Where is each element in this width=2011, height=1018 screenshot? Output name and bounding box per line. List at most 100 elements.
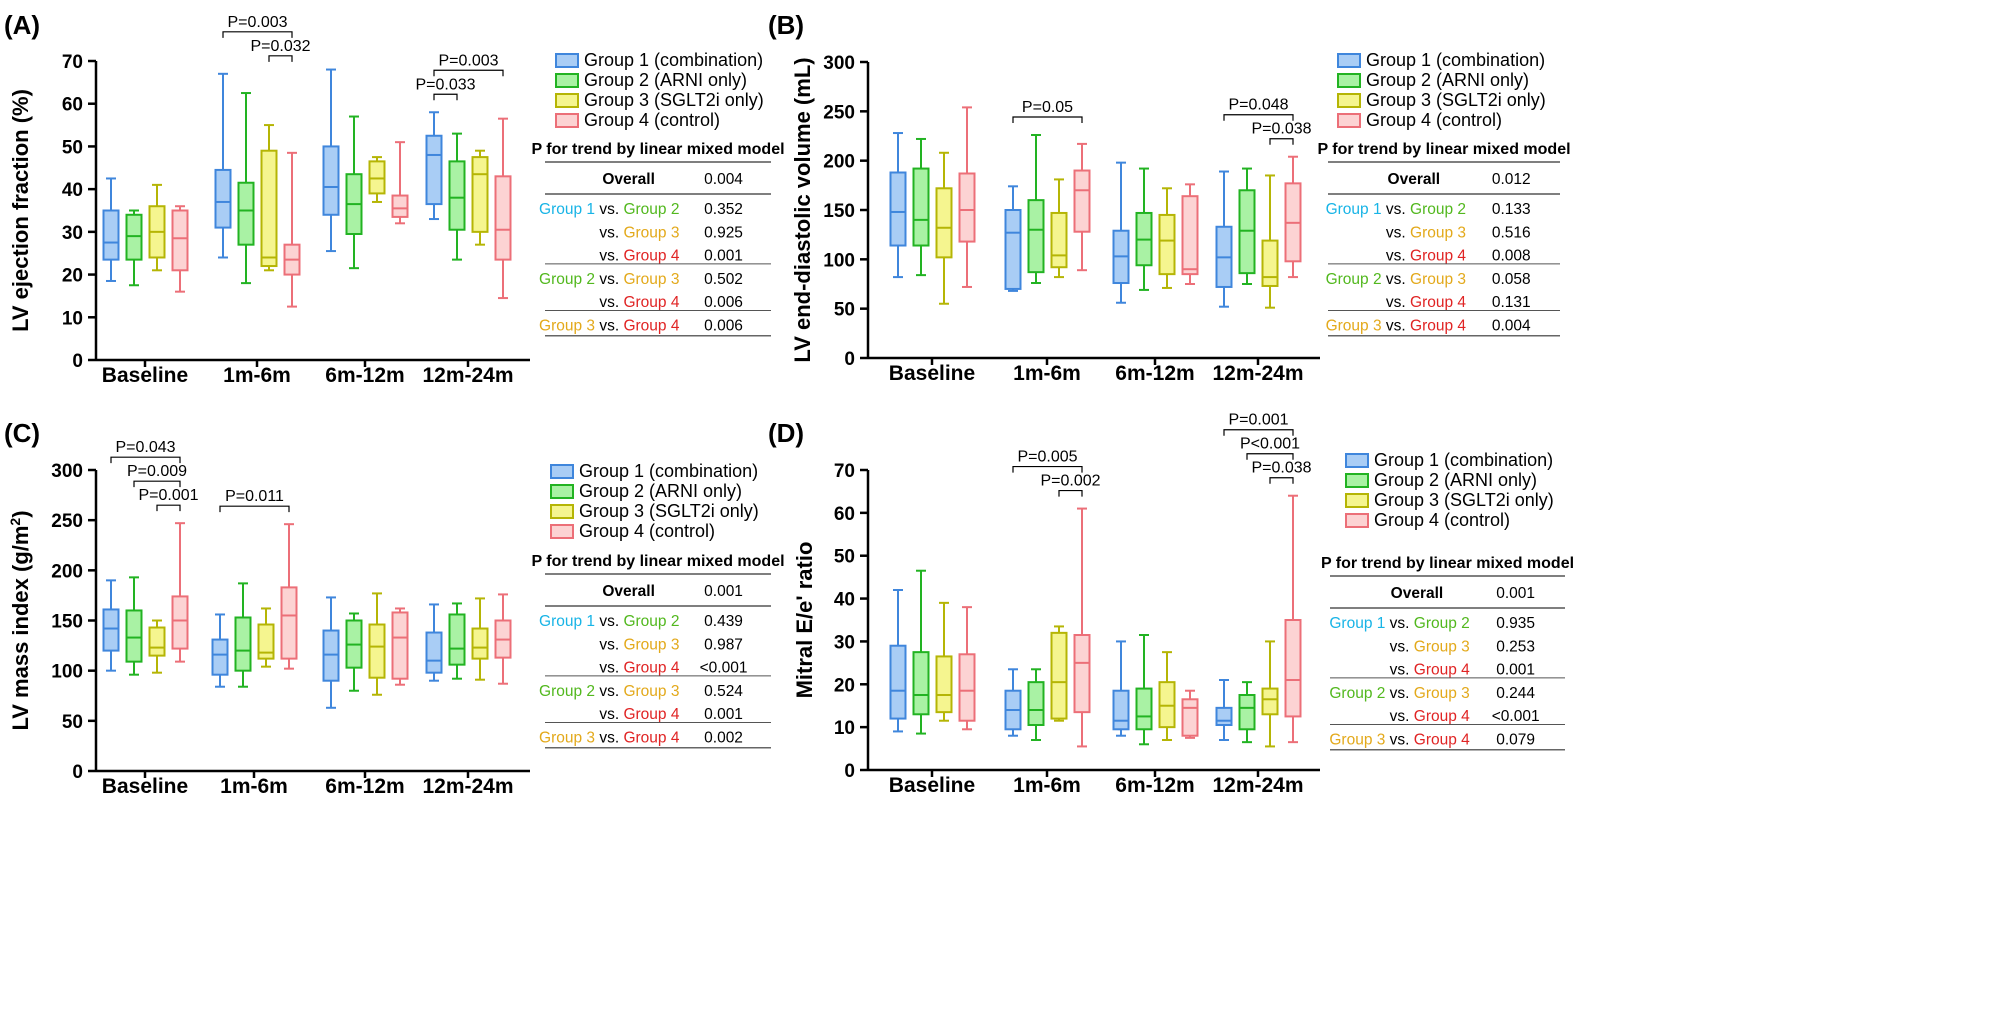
box-iqr xyxy=(391,611,409,680)
x-tick-label: 12m-24m xyxy=(1212,362,1303,385)
legend-swatch xyxy=(1337,113,1361,128)
box-iqr xyxy=(102,209,120,261)
significance-bracket: P=0.033 xyxy=(415,76,476,101)
box-iqr xyxy=(1073,169,1091,233)
y-tick-label: 40 xyxy=(834,590,855,611)
comparison-label: vs. Group 4 xyxy=(1386,248,1467,265)
box-iqr xyxy=(1181,195,1199,276)
legend-item-group-2: Group 2 (ARNI only) xyxy=(1345,470,1537,490)
box-g2-Baseline xyxy=(912,137,930,277)
trend-table: P for trend by linear mixed model Overall… xyxy=(531,141,785,337)
box-g4-1m-6m xyxy=(283,151,301,308)
table-row: Group 3 vs. Group 4 0.002 xyxy=(539,730,743,747)
trend-table: P for trend by linear mixed model Overall… xyxy=(1321,555,1574,751)
y-tick-label: 300 xyxy=(51,461,83,482)
box-iqr xyxy=(1158,681,1176,729)
box-g1-Baseline xyxy=(102,579,120,672)
box-g4-6m-12m xyxy=(1181,689,1199,739)
panel-label: (B) xyxy=(768,10,804,40)
box-iqr xyxy=(125,609,143,663)
bracket-line xyxy=(1223,429,1294,436)
significance-bracket: P=0.032 xyxy=(250,38,311,62)
legend-label: Group 2 (ARNI only) xyxy=(579,481,742,501)
box-g1-Baseline xyxy=(889,589,907,733)
x-tick-label: 6m-12m xyxy=(1115,774,1194,797)
legend-item-group-1: Group 1 (combination) xyxy=(1337,50,1545,70)
box-iqr xyxy=(322,145,340,216)
y-tick-label: 300 xyxy=(823,53,855,74)
legend-item-group-3: Group 3 (SGLT2i only) xyxy=(1345,490,1554,510)
table-row: Group 1 vs. Group 2 0.352 xyxy=(539,201,743,218)
legend-swatch xyxy=(550,524,574,539)
box-iqr xyxy=(234,616,252,672)
box-iqr xyxy=(425,134,443,206)
box-iqr xyxy=(260,149,278,268)
bracket-line xyxy=(1269,138,1294,145)
x-tick-label: Baseline xyxy=(102,775,188,798)
box-g2-6m-12m xyxy=(345,612,363,692)
legend-swatch xyxy=(1337,73,1361,88)
p-value: 0.502 xyxy=(704,271,743,288)
box-g1-6m-12m xyxy=(322,596,340,709)
box-iqr xyxy=(425,631,443,674)
box-g4-Baseline xyxy=(958,606,976,731)
legend-item-group-1: Group 1 (combination) xyxy=(1345,450,1553,470)
box-g1-6m-12m xyxy=(1112,640,1130,737)
box-g2-12m-24m xyxy=(1238,681,1256,744)
box-g2-1m-6m xyxy=(234,582,252,688)
y-tick-label: 60 xyxy=(834,504,855,525)
x-tick-label: 12m-24m xyxy=(422,364,513,387)
box-g1-Baseline xyxy=(102,177,120,282)
table-row: vs. Group 3 0.925 xyxy=(599,224,743,241)
box-g1-1m-6m xyxy=(1004,185,1022,292)
box-g4-6m-12m xyxy=(1181,183,1199,285)
legend-swatch xyxy=(1345,473,1369,488)
bracket-line xyxy=(1012,465,1083,473)
box-g4-1m-6m xyxy=(1073,142,1091,272)
y-tick-label: 50 xyxy=(62,712,83,733)
y-tick-label: 30 xyxy=(834,632,855,653)
panel-label: (A) xyxy=(4,10,40,40)
x-tick-label: 6m-12m xyxy=(325,775,404,798)
box-g2-Baseline xyxy=(912,569,930,735)
box-g4-12m-24m xyxy=(494,593,512,685)
y-tick-label: 150 xyxy=(823,201,855,222)
y-tick-label: 250 xyxy=(823,102,855,123)
p-value: 0.131 xyxy=(1492,294,1531,311)
p-value: 0.058 xyxy=(1492,271,1531,288)
bracket-line xyxy=(1223,114,1294,121)
bracket-line xyxy=(268,55,293,62)
significance-bracket: P=0.011 xyxy=(219,488,290,513)
box-iqr xyxy=(1158,213,1176,276)
legend-label: Group 4 (control) xyxy=(1374,510,1510,530)
significance-bracket: P=0.05 xyxy=(1012,99,1083,124)
box-g4-1m-6m xyxy=(280,523,298,670)
y-tick-label: 100 xyxy=(51,662,83,683)
p-value: 0.006 xyxy=(704,294,743,311)
y-tick-label: 60 xyxy=(62,95,83,116)
box-g2-1m-6m xyxy=(1027,134,1045,285)
box-iqr xyxy=(958,172,976,243)
box-g1-12m-24m xyxy=(1215,679,1233,741)
y-tick-label: 200 xyxy=(51,561,83,582)
box-iqr xyxy=(1181,698,1199,737)
legend-swatch xyxy=(1337,93,1361,108)
panel-label: (D) xyxy=(768,418,804,448)
y-tick-label: 40 xyxy=(62,180,83,201)
comparison-label: Group 2 vs. Group 3 xyxy=(539,683,679,700)
box-iqr xyxy=(322,629,340,682)
significance-bracket: P=0.003 xyxy=(222,14,293,38)
box-g4-6m-12m xyxy=(391,141,409,225)
box-g1-Baseline xyxy=(889,132,907,279)
significance-bracket: P=0.043 xyxy=(110,439,181,464)
legend-label: Group 1 (combination) xyxy=(579,461,758,481)
p-value-label: P<0.001 xyxy=(1240,436,1300,453)
x-tick-label: 1m-6m xyxy=(220,775,288,798)
box-iqr xyxy=(368,160,386,195)
table-row: vs. Group 4 0.131 xyxy=(1386,294,1531,311)
significance-bracket: P=0.048 xyxy=(1223,97,1294,121)
y-tick-label: 10 xyxy=(834,718,855,739)
y-tick-label: 50 xyxy=(62,137,83,158)
box-g3-1m-6m xyxy=(257,607,275,668)
table-row: vs. Group 3 0.516 xyxy=(1386,224,1531,241)
